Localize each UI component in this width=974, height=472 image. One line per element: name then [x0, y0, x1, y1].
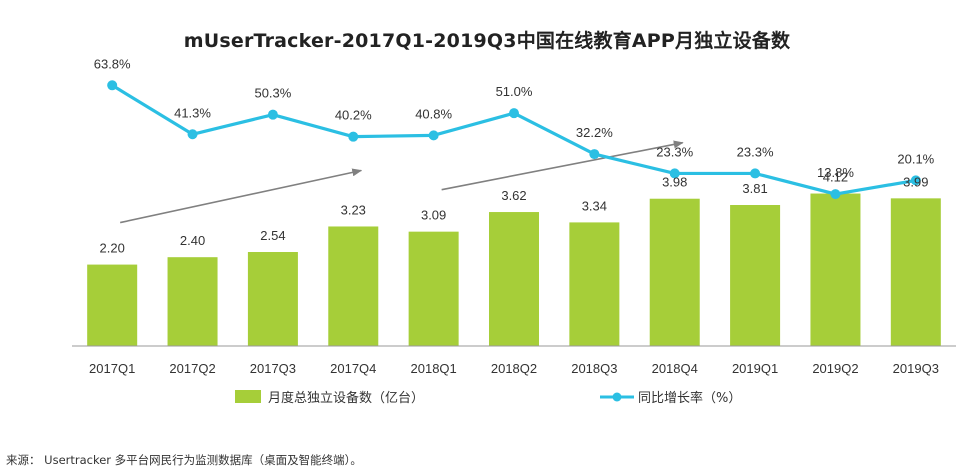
- x-tick-label-2018Q2: 2018Q2: [491, 361, 537, 376]
- x-tick-label-2017Q2: 2017Q2: [169, 361, 215, 376]
- growth-point-2018Q1: [428, 130, 439, 141]
- growth-label-2018Q4: 23.3%: [656, 144, 693, 159]
- bar-2019Q1: [730, 205, 781, 346]
- bar-2018Q2: [489, 212, 539, 346]
- bar-2018Q3: [569, 222, 620, 346]
- growth-label-2017Q3: 50.3%: [254, 86, 291, 101]
- x-tick-label-2017Q1: 2017Q1: [89, 361, 135, 376]
- x-tick-label-2019Q2: 2019Q2: [812, 361, 858, 376]
- growth-label-2017Q1: 63.8%: [94, 56, 131, 71]
- growth-point-2019Q1: [750, 168, 761, 179]
- growth-label-2017Q2: 41.3%: [174, 105, 211, 120]
- growth-label-2019Q2: 13.8%: [817, 165, 854, 180]
- growth-point-2019Q2: [830, 189, 841, 200]
- bar-2017Q3: [247, 252, 298, 346]
- legend-label-line: 同比增长率（%）: [638, 390, 741, 406]
- growth-point-2017Q1: [107, 80, 118, 91]
- growth-label-2019Q1: 23.3%: [737, 144, 774, 159]
- growth-point-2019Q3: [910, 175, 921, 186]
- growth-point-2017Q4: [348, 131, 359, 142]
- bar-label-2018Q3: 3.34: [582, 198, 607, 213]
- bar-2018Q1: [408, 231, 459, 346]
- bar-label-2017Q4: 3.23: [341, 202, 366, 217]
- growth-line: [111, 83, 917, 196]
- bar-label-2017Q3: 2.54: [260, 228, 285, 243]
- x-tick-label-2017Q4: 2017Q4: [330, 361, 376, 376]
- x-tick-label-2019Q1: 2019Q1: [732, 361, 778, 376]
- chart-title: mUserTracker-2017Q1-2019Q3中国在线教育APP月独立设备…: [183, 30, 791, 52]
- growth-point-2017Q3: [267, 109, 278, 120]
- growth-label-2018Q1: 40.8%: [415, 106, 452, 121]
- source-note: 来源： Usertracker 多平台网民行为监测数据库（桌面及智能终端）。: [6, 453, 362, 467]
- growth-label-2018Q3: 32.2%: [576, 125, 613, 140]
- bar-2017Q1: [87, 264, 138, 346]
- bar-2019Q3: [890, 198, 941, 346]
- x-tick-label-2017Q3: 2017Q3: [250, 361, 296, 376]
- bar-2018Q4: [649, 198, 700, 346]
- bar-label-2019Q2: 4.12: [823, 170, 848, 185]
- bar-label-2018Q2: 3.62: [501, 188, 526, 203]
- growth-point-2018Q3: [589, 149, 600, 160]
- bar-label-2018Q1: 3.09: [421, 208, 446, 223]
- bar-2017Q4: [328, 226, 379, 346]
- growth-label-2017Q4: 40.2%: [335, 108, 372, 123]
- trend-arrow-2: [441, 140, 684, 191]
- x-tick-label-2018Q1: 2018Q1: [411, 361, 457, 376]
- bar-2019Q2: [810, 193, 861, 346]
- bar-label-2017Q1: 2.20: [100, 241, 125, 256]
- trend-arrow-1: [120, 168, 363, 224]
- growth-point-2018Q4: [669, 168, 680, 179]
- x-tick-label-2018Q3: 2018Q3: [571, 361, 617, 376]
- bar-label-2019Q3: 3.99: [903, 174, 928, 189]
- bar-2017Q2: [167, 257, 218, 346]
- growth-label-2019Q3: 20.1%: [897, 151, 934, 166]
- x-tick-label-2018Q4: 2018Q4: [652, 361, 698, 376]
- legend-swatch-marker: [612, 392, 622, 402]
- growth-point-2017Q2: [187, 129, 198, 140]
- legend-swatch-bars: [235, 390, 261, 403]
- bar-label-2017Q2: 2.40: [180, 233, 205, 248]
- legend-label-bars: 月度总独立设备数（亿台）: [268, 390, 424, 406]
- growth-label-2018Q2: 51.0%: [496, 84, 533, 99]
- x-tick-label-2019Q3: 2019Q3: [893, 361, 939, 376]
- bar-label-2019Q1: 3.81: [742, 181, 767, 196]
- bar-label-2018Q4: 3.98: [662, 175, 687, 190]
- growth-point-2018Q2: [509, 108, 519, 119]
